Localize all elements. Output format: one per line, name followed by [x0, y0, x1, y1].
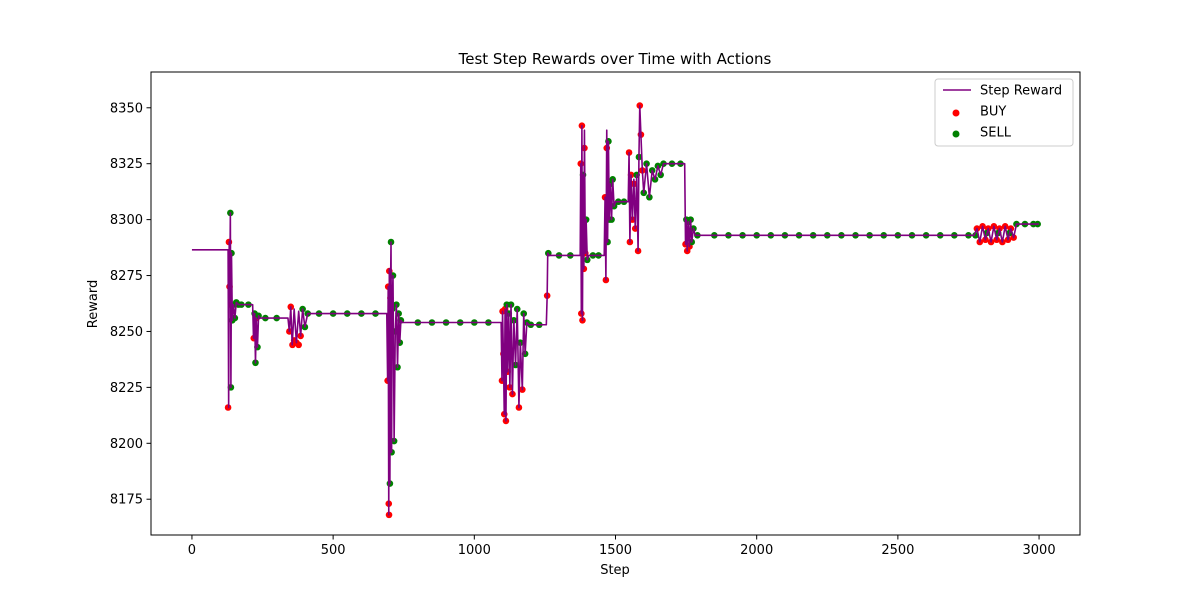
x-tick-label: 2500: [881, 543, 914, 558]
legend-label: SELL: [980, 126, 1012, 141]
x-axis-title: Step: [600, 563, 630, 578]
y-tick-label: 8175: [110, 493, 143, 508]
x-tick-label: 2000: [740, 543, 773, 558]
chart-title: Test Step Rewards over Time with Actions: [458, 50, 772, 68]
buy-point: [295, 341, 302, 349]
legend: Step Reward BUY SELL: [934, 78, 1074, 147]
y-tick-label: 8225: [110, 381, 143, 396]
x-tick-label: 1000: [458, 543, 491, 558]
y-tick-label: 8200: [110, 437, 143, 452]
y-tick-label: 8250: [110, 325, 143, 340]
y-tick-label: 8275: [110, 269, 143, 284]
sell-point: [972, 231, 979, 239]
plot-area: [191, 102, 1041, 519]
step-reward-line: [191, 104, 1040, 516]
x-tick-label: 3000: [1023, 543, 1056, 558]
x-tick-label: 0: [188, 543, 196, 558]
legend-label: BUY: [980, 105, 1006, 120]
legend-swatch-buy: [952, 109, 960, 117]
legend-swatch-sell: [952, 130, 960, 138]
legend-box: [934, 78, 1074, 147]
legend-label: Step Reward: [980, 84, 1062, 99]
x-tick-label: 500: [321, 543, 346, 558]
y-tick-label: 8325: [110, 157, 143, 172]
y-tick-label: 8300: [110, 213, 143, 228]
y-axis-title: Reward: [86, 280, 101, 328]
y-tick-label: 8350: [110, 101, 143, 116]
x-tick-label: 1500: [599, 543, 632, 558]
axes: 0 500 1000 1500 2000 2500 3000 8175 8200 8225 8250…: [110, 71, 1081, 558]
